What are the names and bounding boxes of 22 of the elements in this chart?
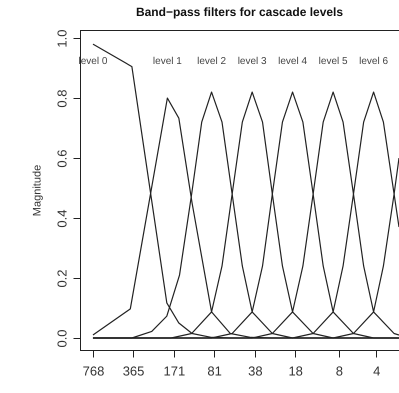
x-tick-label: 768 [82,364,104,378]
y-tick-label: 0.4 [54,210,70,228]
x-tick-label: 81 [207,364,222,378]
annotation: level 3 [238,56,268,67]
y-tick-label: 0.8 [54,90,70,108]
y-tick-label: 0.0 [54,329,70,348]
y-tick-label: 0.2 [54,269,70,288]
x-tick-label: 8 [336,364,343,378]
y-axis-title: Magnitude [32,164,44,216]
annotation: level 6 [359,56,388,67]
annotation: level 2 [197,56,226,67]
y-tick-label: 0.6 [54,150,70,168]
x-tick-label: 365 [122,364,144,378]
x-tick-label: 171 [164,364,186,378]
x-tick-label: 18 [288,364,303,378]
annotation: level 4 [278,56,308,67]
chart-title: Band−pass filters for cascade levels [136,5,344,20]
annotation: level 1 [152,56,182,67]
annotation: level 5 [318,56,348,67]
x-tick-label: 38 [248,364,263,378]
y-tick-label: 1.0 [54,30,70,48]
x-tick-label: 4 [373,364,380,378]
